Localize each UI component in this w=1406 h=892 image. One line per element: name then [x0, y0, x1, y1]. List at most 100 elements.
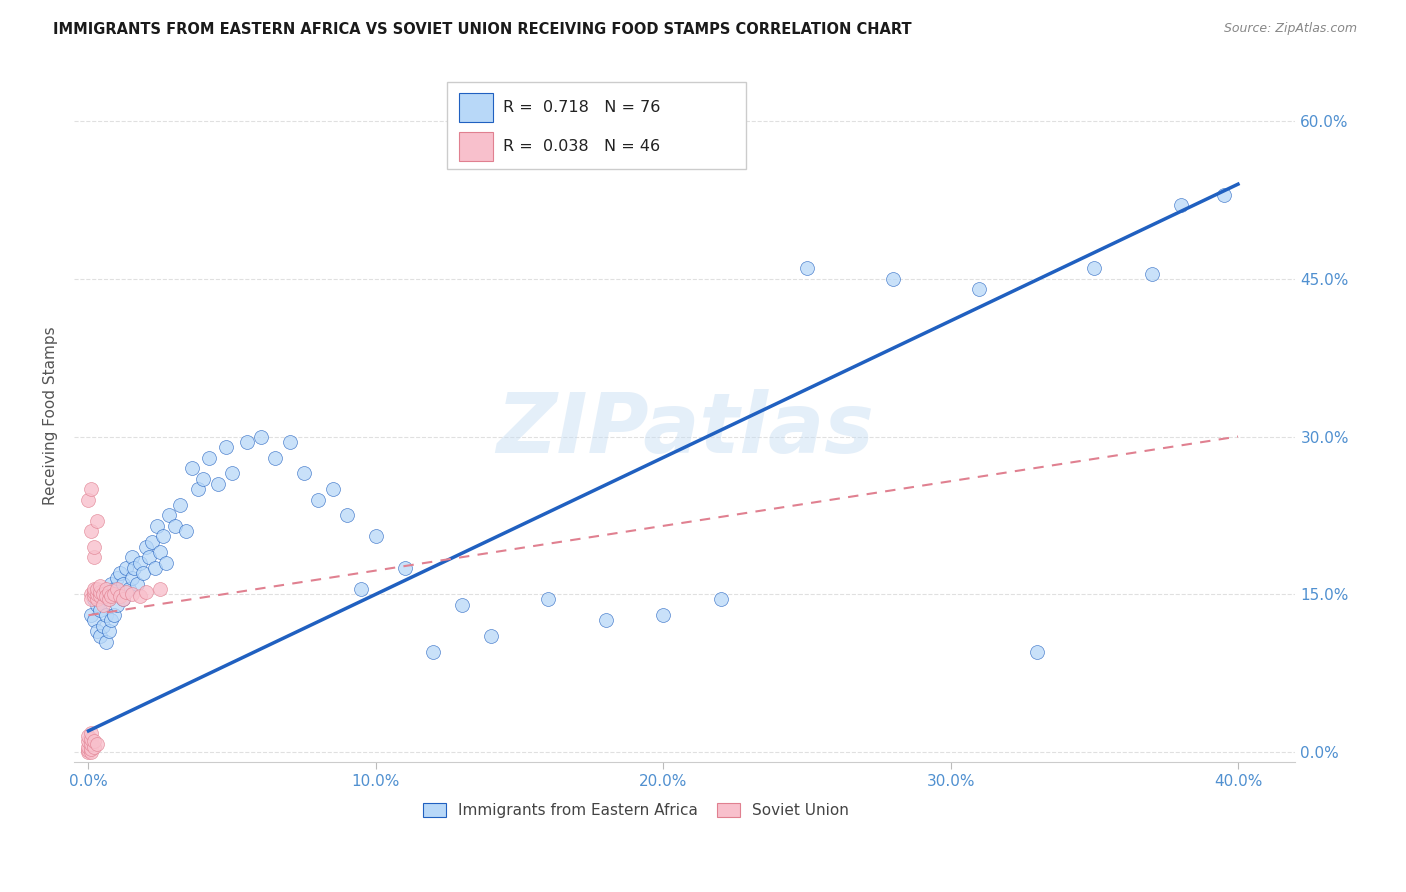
Point [77, 492, 100, 507]
Point [97, 592, 120, 607]
Point [80, 524, 103, 538]
Point [157, 508, 180, 523]
Point [174, 524, 197, 538]
Point [364, 529, 387, 543]
Point [127, 576, 149, 591]
Point [80, 732, 103, 747]
Point [187, 482, 209, 496]
Text: R =  0.038   N = 46: R = 0.038 N = 46 [503, 139, 659, 153]
Point [155, 556, 177, 570]
Point [80, 726, 103, 740]
Text: IMMIGRANTS FROM EASTERN AFRICA VS SOVIET UNION RECEIVING FOOD STAMPS CORRELATION: IMMIGRANTS FROM EASTERN AFRICA VS SOVIET… [53, 22, 912, 37]
Point [77, 745, 100, 759]
Point [108, 587, 131, 601]
Point [135, 585, 157, 599]
Point [114, 585, 136, 599]
Point [235, 434, 257, 449]
Point [89, 603, 111, 617]
Point [108, 566, 131, 581]
Point [83, 550, 105, 565]
Point [91, 587, 114, 601]
Point [1025, 645, 1047, 659]
Point [83, 590, 105, 604]
Point [111, 576, 134, 591]
Text: ZIPatlas: ZIPatlas [496, 389, 873, 470]
Point [250, 429, 273, 443]
Point [1212, 187, 1234, 202]
Point [163, 519, 186, 533]
Point [422, 645, 444, 659]
Point [86, 592, 108, 607]
Point [121, 587, 143, 601]
Point [94, 582, 117, 596]
Point [89, 629, 111, 643]
Point [129, 590, 152, 604]
Point [77, 739, 100, 754]
Point [111, 592, 134, 607]
Point [652, 608, 675, 623]
Point [451, 598, 474, 612]
Point [124, 561, 146, 575]
Point [322, 482, 344, 496]
Point [103, 608, 125, 623]
Text: R =  0.718   N = 76: R = 0.718 N = 76 [503, 100, 661, 115]
Point [121, 571, 143, 585]
Point [83, 582, 105, 596]
Point [86, 514, 108, 528]
Point [882, 272, 904, 286]
Point [83, 614, 105, 628]
Text: Source: ZipAtlas.com: Source: ZipAtlas.com [1223, 22, 1357, 36]
Point [207, 476, 229, 491]
Y-axis label: Receiving Food Stamps: Receiving Food Stamps [44, 326, 58, 505]
Point [141, 534, 163, 549]
Point [135, 540, 157, 554]
Point [89, 579, 111, 593]
Point [1170, 198, 1192, 212]
Point [149, 545, 172, 559]
Point [114, 561, 136, 575]
Legend: Immigrants from Eastern Africa, Soviet Union: Immigrants from Eastern Africa, Soviet U… [418, 797, 855, 824]
Point [94, 590, 117, 604]
Point [307, 492, 329, 507]
Point [152, 529, 174, 543]
FancyBboxPatch shape [458, 132, 494, 161]
Point [100, 590, 122, 604]
Point [336, 508, 359, 523]
Point [80, 482, 103, 496]
Point [94, 608, 117, 623]
Point [537, 592, 560, 607]
Point [89, 585, 111, 599]
Point [118, 582, 141, 596]
Point [129, 556, 152, 570]
Point [91, 619, 114, 633]
Point [97, 592, 120, 607]
Point [89, 590, 111, 604]
Point [595, 614, 617, 628]
Point [80, 608, 103, 623]
Point [83, 739, 105, 754]
Point [710, 592, 733, 607]
Point [77, 729, 100, 743]
Point [108, 590, 131, 604]
Point [86, 737, 108, 751]
Point [83, 585, 105, 599]
FancyBboxPatch shape [447, 82, 745, 169]
Point [796, 261, 818, 276]
Point [479, 629, 502, 643]
Point [111, 592, 134, 607]
Point [80, 741, 103, 756]
Point [91, 598, 114, 612]
Point [221, 467, 243, 481]
Point [103, 582, 125, 596]
Point [83, 734, 105, 748]
Point [77, 743, 100, 757]
FancyBboxPatch shape [458, 93, 494, 122]
Point [198, 450, 221, 465]
Point [264, 450, 287, 465]
Point [105, 598, 128, 612]
Point [193, 472, 215, 486]
Point [180, 461, 202, 475]
Point [97, 624, 120, 638]
Point [105, 582, 128, 596]
Point [103, 587, 125, 601]
